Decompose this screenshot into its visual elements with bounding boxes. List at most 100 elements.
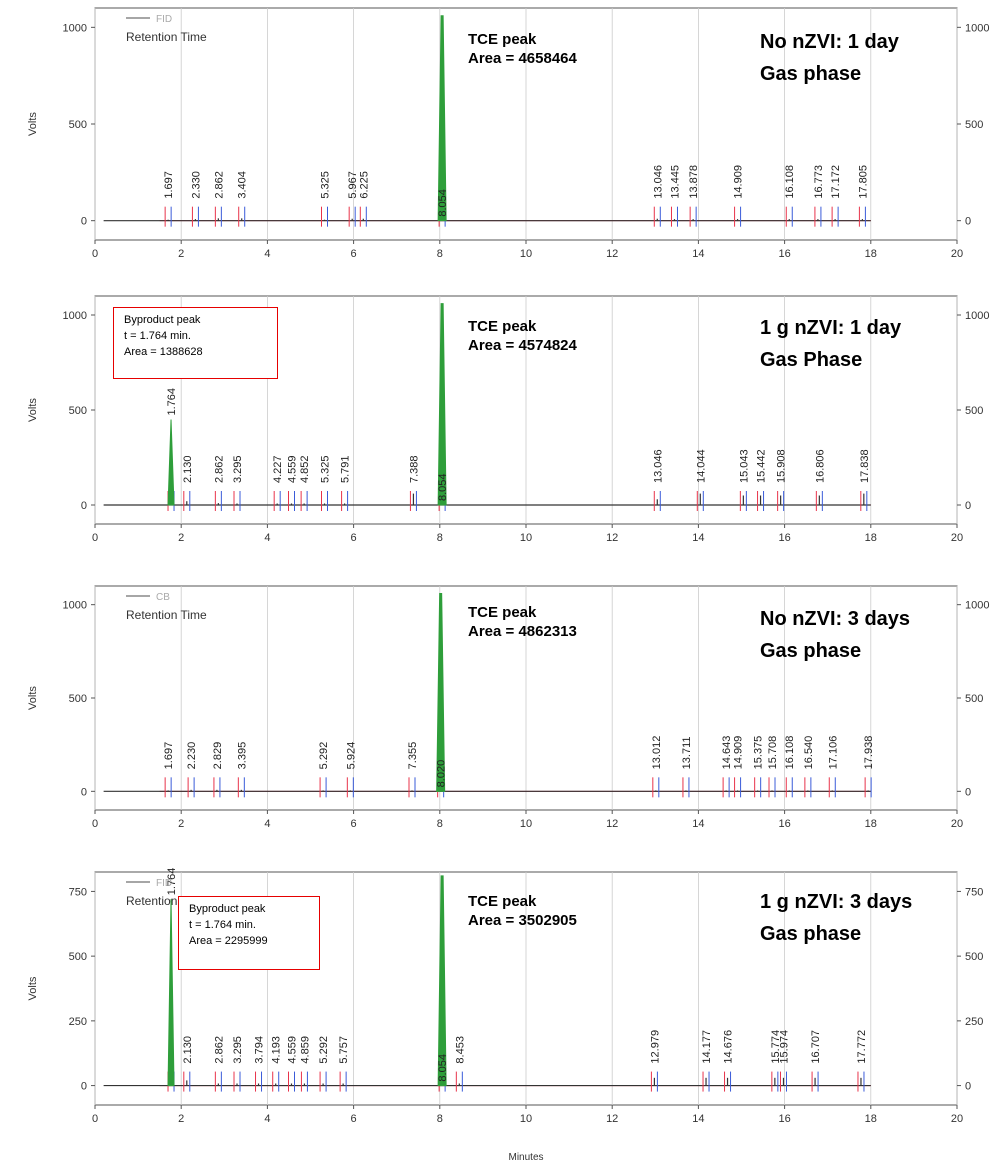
- peak-label: 3.295: [232, 455, 244, 483]
- x-tick-label-panel-1: 6: [351, 248, 357, 260]
- peak-label: 5.967: [347, 171, 359, 199]
- x-tick-label-panel-4: 12: [606, 1113, 618, 1125]
- x-tick-label-panel-3: 18: [865, 818, 877, 830]
- peak-label: 3.404: [237, 171, 249, 199]
- peak-label: 2.829: [212, 742, 224, 770]
- y-tick-label-left-panel-3: 0: [81, 786, 87, 798]
- peak-label: 15.375: [753, 736, 765, 770]
- y-tick-label-right-panel-3: 500: [965, 693, 983, 705]
- peak-label: 8.054: [437, 189, 449, 217]
- y-tick-label-right-panel-1: 0: [965, 216, 971, 228]
- y-axis-label-panel-4: Volts: [27, 976, 39, 1000]
- peak-label: 3.395: [236, 742, 248, 770]
- y-tick-label-left-panel-2: 0: [81, 500, 87, 512]
- peak-label: 15.908: [776, 449, 788, 483]
- peak-label: 15.974: [778, 1030, 790, 1064]
- x-tick-label-panel-1: 0: [92, 248, 98, 260]
- peak-label: 2.330: [190, 171, 202, 199]
- peak-label: 4.227: [272, 455, 284, 483]
- peak-label: 5.292: [318, 742, 330, 770]
- x-tick-label-panel-2: 18: [865, 532, 877, 544]
- peak-label: 2.130: [182, 455, 194, 483]
- x-tick-label-panel-1: 8: [437, 248, 443, 260]
- y-tick-label-left-panel-2: 1000: [63, 310, 87, 322]
- x-tick-label-panel-3: 20: [951, 818, 963, 830]
- y-tick-label-right-panel-2: 500: [965, 405, 983, 417]
- y-tick-label-left-panel-4: 500: [69, 951, 87, 963]
- peak-label: 13.046: [652, 449, 664, 483]
- x-tick-label-panel-2: 10: [520, 532, 532, 544]
- x-tick-label-panel-1: 14: [692, 248, 704, 260]
- x-tick-label-panel-3: 14: [692, 818, 704, 830]
- x-axis-label: Minutes: [508, 1152, 543, 1163]
- y-axis-label-panel-2: Volts: [27, 398, 39, 422]
- y-tick-label-right-panel-4: 500: [965, 951, 983, 963]
- y-tick-label-left-panel-4: 750: [69, 886, 87, 898]
- peak-label: 13.012: [651, 736, 663, 770]
- peak-label: 14.676: [723, 1030, 735, 1064]
- x-tick-label-panel-4: 4: [264, 1113, 270, 1125]
- x-tick-label-panel-3: 16: [778, 818, 790, 830]
- x-tick-label-panel-2: 6: [351, 532, 357, 544]
- legend-title-panel-3: Retention Time: [126, 608, 207, 622]
- peak-label: 17.172: [830, 165, 842, 199]
- peak-label: 6.225: [358, 171, 370, 199]
- condition-label-panel-3: No nZVI: 3 days Gas phase: [760, 608, 911, 662]
- tce-peak: [436, 592, 446, 792]
- peak-label: 2.130: [182, 1036, 194, 1064]
- x-tick-label-panel-4: 14: [692, 1113, 704, 1125]
- peak-label: 14.177: [701, 1030, 713, 1064]
- peak-label: 16.773: [813, 165, 825, 199]
- peak-label: 2.862: [213, 455, 225, 483]
- y-tick-label-right-panel-1: 500: [965, 119, 983, 131]
- peak-label: 16.108: [784, 736, 796, 770]
- x-tick-label-panel-1: 20: [951, 248, 963, 260]
- peak-label: 16.108: [784, 165, 796, 199]
- x-tick-label-panel-4: 16: [778, 1113, 790, 1125]
- peak-label: 7.355: [407, 742, 419, 770]
- x-tick-label-panel-3: 0: [92, 818, 98, 830]
- y-tick-label-left-panel-1: 1000: [63, 22, 87, 34]
- peak-label: 17.938: [863, 736, 875, 770]
- peak-label: 4.852: [299, 455, 311, 483]
- legend-title-panel-1: Retention Time: [126, 30, 207, 44]
- y-tick-label-left-panel-4: 250: [69, 1016, 87, 1028]
- legend-entry-panel-4: FID: [156, 878, 172, 889]
- peak-label: 17.805: [857, 165, 869, 199]
- tce-peak-label-panel-1: TCE peak Area = 4658464: [468, 31, 577, 67]
- x-tick-label-panel-2: 4: [264, 532, 270, 544]
- x-tick-label-panel-2: 16: [778, 532, 790, 544]
- peak-label: 5.292: [318, 1036, 330, 1064]
- x-tick-label-panel-2: 0: [92, 532, 98, 544]
- peak-label: 13.878: [688, 165, 700, 199]
- x-tick-label-panel-3: 12: [606, 818, 618, 830]
- y-tick-label-right-panel-2: 0: [965, 500, 971, 512]
- y-tick-label-right-panel-4: 0: [965, 1081, 971, 1093]
- x-tick-label-panel-2: 12: [606, 532, 618, 544]
- y-tick-label-left-panel-2: 500: [69, 405, 87, 417]
- condition-label-panel-1: No nZVI: 1 day Gas phase: [760, 31, 899, 85]
- y-tick-label-right-panel-2: 1000: [965, 310, 989, 322]
- x-tick-label-panel-3: 8: [437, 818, 443, 830]
- y-axis-label-panel-1: Volts: [27, 112, 39, 136]
- peak-label: 4.559: [286, 455, 298, 483]
- x-tick-label-panel-4: 0: [92, 1113, 98, 1125]
- peak-label: 8.020: [436, 760, 448, 788]
- x-tick-label-panel-1: 18: [865, 248, 877, 260]
- y-tick-label-left-panel-1: 0: [81, 216, 87, 228]
- peak-label: 15.043: [738, 449, 750, 483]
- x-tick-label-panel-3: 4: [264, 818, 270, 830]
- x-tick-label-panel-2: 20: [951, 532, 963, 544]
- y-tick-label-right-panel-3: 0: [965, 786, 971, 798]
- byproduct-box-panel-2: Byproduct peak t = 1.764 min. Area = 138…: [113, 307, 278, 379]
- peak-label: 8.054: [437, 473, 449, 501]
- peak-label: 13.711: [681, 737, 693, 770]
- y-tick-label-left-panel-1: 500: [69, 119, 87, 131]
- x-tick-label-panel-3: 2: [178, 818, 184, 830]
- tce-peak-label-panel-2: TCE peak Area = 4574824: [468, 318, 577, 354]
- peak-label: 17.838: [859, 449, 871, 483]
- peak-label: 7.388: [408, 455, 420, 483]
- peak-label: 16.707: [810, 1030, 822, 1064]
